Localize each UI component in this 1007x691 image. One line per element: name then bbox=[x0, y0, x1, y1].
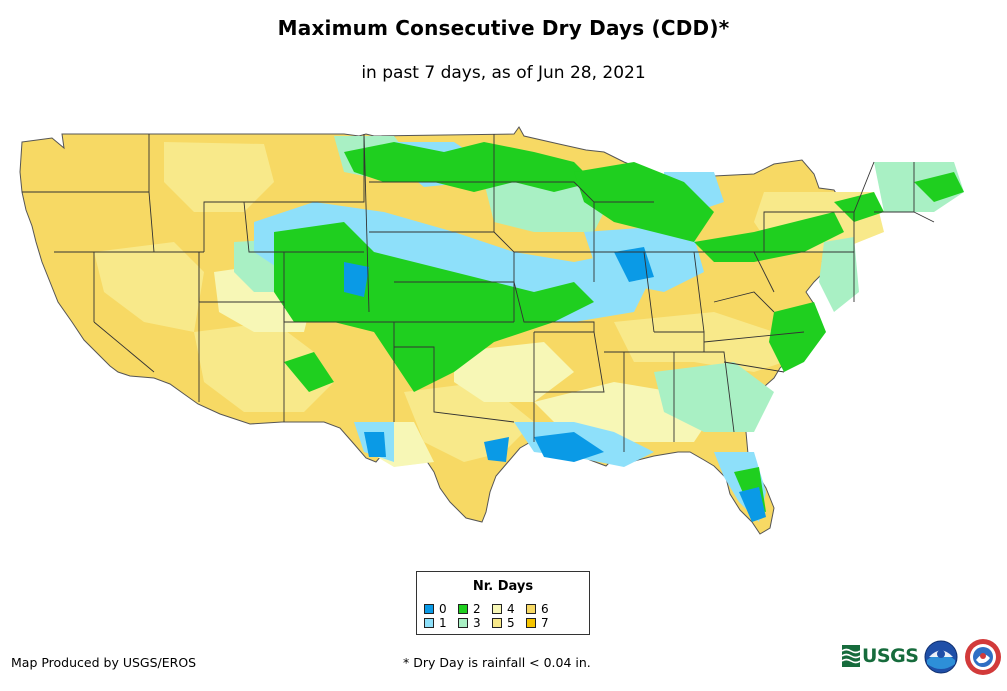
legend-item-3: 3 bbox=[458, 615, 481, 630]
legend-label: 2 bbox=[473, 601, 481, 616]
usgs-wave-icon bbox=[842, 645, 860, 667]
legend-label: 6 bbox=[541, 601, 549, 616]
legend-swatch bbox=[526, 617, 536, 628]
legend-label: 1 bbox=[439, 615, 447, 630]
legend-label: 5 bbox=[507, 615, 515, 630]
legend-item-7: 7 bbox=[526, 615, 549, 630]
legend-item-0: 0 bbox=[424, 601, 447, 616]
legend-swatch bbox=[492, 603, 502, 614]
legend-title: Nr. Days bbox=[472, 579, 534, 594]
legend-swatch bbox=[458, 603, 468, 614]
dry-day-footnote: * Dry Day is rainfall < 0.04 in. bbox=[403, 655, 591, 670]
legend-swatch bbox=[458, 617, 468, 628]
legend-label: 3 bbox=[473, 615, 481, 630]
state-boundaries bbox=[22, 133, 935, 452]
map-title: Maximum Consecutive Dry Days (CDD)* bbox=[277, 16, 730, 40]
map-credit: Map Produced by USGS/EROS bbox=[11, 655, 197, 670]
precip-zones bbox=[94, 136, 964, 522]
us-dry-days-map bbox=[19, 126, 964, 535]
legend-swatch bbox=[492, 617, 502, 628]
legend-label: 0 bbox=[439, 601, 447, 616]
legend-item-6: 6 bbox=[526, 601, 549, 616]
legend-label: 7 bbox=[541, 615, 549, 630]
nws-logo bbox=[965, 639, 1001, 675]
legend-item-4: 4 bbox=[492, 601, 515, 616]
legend-swatch bbox=[424, 603, 434, 614]
legend-item-5: 5 bbox=[492, 615, 515, 630]
map-subtitle: in past 7 days, as of Jun 28, 2021 bbox=[361, 63, 646, 83]
legend-swatch bbox=[526, 603, 536, 614]
noaa-logo bbox=[924, 640, 958, 674]
legend-item-2: 2 bbox=[458, 601, 481, 616]
usgs-logo: USGS bbox=[842, 642, 920, 670]
legend-item-1: 1 bbox=[424, 615, 447, 630]
legend-label: 4 bbox=[507, 601, 515, 616]
usgs-wordmark: USGS bbox=[862, 645, 919, 667]
legend-swatch bbox=[424, 617, 434, 628]
